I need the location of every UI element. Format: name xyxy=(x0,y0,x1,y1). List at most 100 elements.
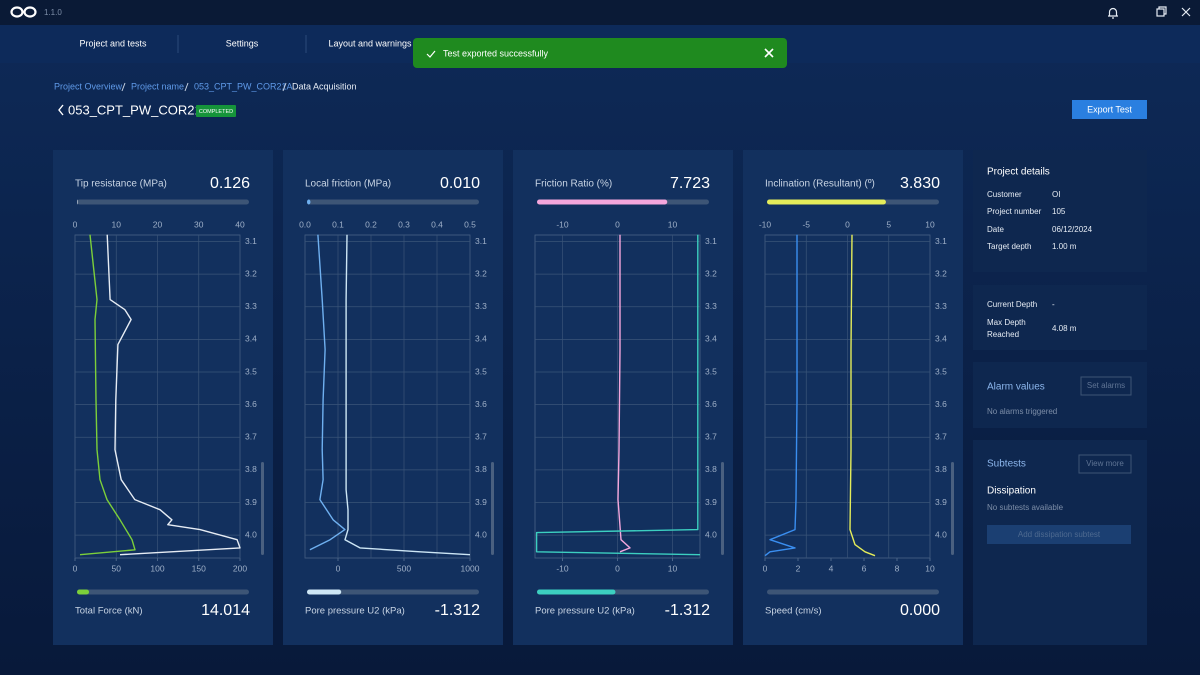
top-tick-label: 40 xyxy=(235,219,245,229)
progress-track xyxy=(307,589,479,595)
restore-icon[interactable] xyxy=(1156,8,1165,17)
depth-tick-label: 3.4 xyxy=(245,334,257,344)
depth-tick-label: 3.7 xyxy=(705,432,717,442)
depth-tick-label: 3.3 xyxy=(475,301,487,311)
data-line xyxy=(309,234,346,551)
card-title: Subtests xyxy=(987,459,1026,470)
depth-tick-label: 3.1 xyxy=(705,236,717,246)
depth-tick-label: 4.0 xyxy=(935,529,947,539)
panel xyxy=(53,150,273,645)
depth-tick-label: 3.4 xyxy=(705,334,717,344)
depth-tick-label: 3.1 xyxy=(475,236,487,246)
breadcrumb-link[interactable]: Project Overview xyxy=(54,81,123,91)
progress-fill xyxy=(537,589,616,595)
depth-tick-label: 3.9 xyxy=(475,497,487,507)
depth-tick-label: 3.2 xyxy=(935,268,947,278)
test-title: 053_CPT_PW_COR21A xyxy=(68,102,211,117)
set-alarms-label[interactable]: Set alarms xyxy=(1087,381,1125,390)
bottom-tick-label: 0 xyxy=(73,563,78,573)
detail-label: Target depth xyxy=(987,242,1031,251)
toast-message: Test exported successfully xyxy=(443,48,549,58)
depth-value: 4.08 m xyxy=(1052,324,1077,333)
data-line xyxy=(535,234,701,556)
top-tick-label: 0 xyxy=(845,219,850,229)
breadcrumb-link[interactable]: 053_CPT_PW_COR21A xyxy=(194,81,293,91)
back-button[interactable] xyxy=(58,104,64,116)
depth-tick-label: 3.7 xyxy=(475,432,487,442)
app-logo xyxy=(10,6,37,18)
window-controls[interactable] xyxy=(1108,6,1191,19)
panel xyxy=(283,150,503,645)
scrollbar xyxy=(491,462,494,555)
depth-tick-label: 3.5 xyxy=(245,366,257,376)
depth-tick-label: 3.8 xyxy=(935,464,947,474)
data-line xyxy=(849,234,876,557)
depth-tick-label: 4.0 xyxy=(475,529,487,539)
bottom-tick-label: 10 xyxy=(925,563,935,573)
depth-tick-label: 3.5 xyxy=(705,366,717,376)
progress-fill xyxy=(537,199,668,205)
depth-tick-label: 3.8 xyxy=(705,464,717,474)
detail-label: Date xyxy=(987,225,1004,234)
bottom-tick-label: 1000 xyxy=(461,563,480,573)
restore-icon-back[interactable] xyxy=(1158,6,1167,15)
depth-tick-label: 3.3 xyxy=(935,301,947,311)
detail-value: 105 xyxy=(1052,207,1066,216)
add-subtest-label[interactable]: Add dissipation subtest xyxy=(1018,530,1101,539)
export-button[interactable] xyxy=(1072,100,1147,119)
depth-tick-label: 3.1 xyxy=(245,236,257,246)
depth-tick-label: 3.9 xyxy=(245,497,257,507)
chart-panels: 0 10 20 30 400 50 100 150 2003.13.23.33.43.53.63… xyxy=(53,150,963,645)
bottom-tick-label: 4 xyxy=(829,563,834,573)
toast-close[interactable] xyxy=(764,48,774,58)
top-tick-label: 10 xyxy=(668,219,678,229)
depth-tick-label: 3.7 xyxy=(245,432,257,442)
card-title: Alarm values xyxy=(987,382,1045,393)
bell-icon[interactable] xyxy=(1108,7,1118,19)
top-label: Local friction (MPa) xyxy=(305,179,391,190)
bottom-tick-label: 8 xyxy=(895,563,900,573)
depth-tick-label: 3.9 xyxy=(705,497,717,507)
scrollbar xyxy=(721,462,724,555)
depth-tick-label: 3.7 xyxy=(935,432,947,442)
view-more-button[interactable] xyxy=(1078,454,1132,474)
scrollbar xyxy=(951,462,954,555)
export-button-label[interactable]: Export Test xyxy=(1087,104,1132,114)
progress-fill xyxy=(77,589,90,595)
bottom-tick-label: 2 xyxy=(796,563,801,573)
top-tick-label: 0.2 xyxy=(365,219,377,229)
breadcrumb-link[interactable]: Project name xyxy=(131,81,184,91)
top-tick-label: 0.0 xyxy=(299,219,311,229)
add-subtest-button[interactable] xyxy=(987,525,1131,544)
depth-tick-label: 3.8 xyxy=(475,464,487,474)
progress-track xyxy=(767,589,939,595)
nav-tab[interactable]: Settings xyxy=(226,38,259,48)
data-line xyxy=(79,234,136,556)
detail-label: Project number xyxy=(987,207,1042,216)
empty-message: No subtests available xyxy=(987,503,1064,512)
view-more-label[interactable]: View more xyxy=(1086,459,1124,468)
card-title: Project details xyxy=(987,167,1050,178)
top-tick-label: -5 xyxy=(802,219,810,229)
bottom-tick-label: 6 xyxy=(862,563,867,573)
data-line xyxy=(617,234,631,553)
top-tick-label: 10 xyxy=(925,219,935,229)
nav-tab[interactable]: Layout and warnings xyxy=(328,38,412,48)
depth-tick-label: 4.0 xyxy=(245,529,257,539)
close-icon[interactable] xyxy=(1181,7,1191,17)
top-tick-label: 5 xyxy=(886,219,891,229)
bottom-tick-label: 100 xyxy=(150,563,164,573)
depth-tick-label: 3.6 xyxy=(705,399,717,409)
panel xyxy=(743,150,963,645)
depth-tick-label: 3.6 xyxy=(935,399,947,409)
data-line xyxy=(344,234,471,556)
nav-tab[interactable]: Project and tests xyxy=(79,38,147,48)
detail-value: OI xyxy=(1052,190,1060,199)
depth-tick-label: 3.4 xyxy=(935,334,947,344)
top-readout: 7.723 xyxy=(670,175,710,192)
bottom-readout: -1.312 xyxy=(435,602,480,619)
set-alarms-button[interactable] xyxy=(1080,376,1132,396)
bottom-readout: -1.312 xyxy=(665,602,710,619)
breadcrumb-current: Data Acquisition xyxy=(292,81,357,91)
bottom-tick-label: 10 xyxy=(668,563,678,573)
